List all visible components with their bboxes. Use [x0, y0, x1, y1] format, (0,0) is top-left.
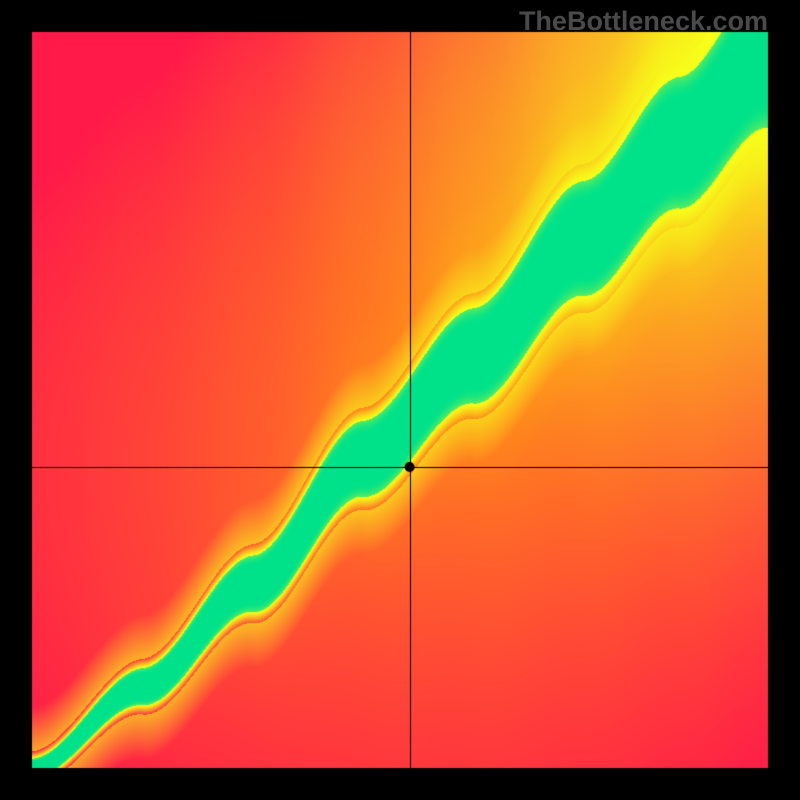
watermark-text: TheBottleneck.com: [519, 6, 768, 37]
heatmap-canvas: [0, 0, 800, 800]
chart-frame: TheBottleneck.com: [0, 0, 800, 800]
